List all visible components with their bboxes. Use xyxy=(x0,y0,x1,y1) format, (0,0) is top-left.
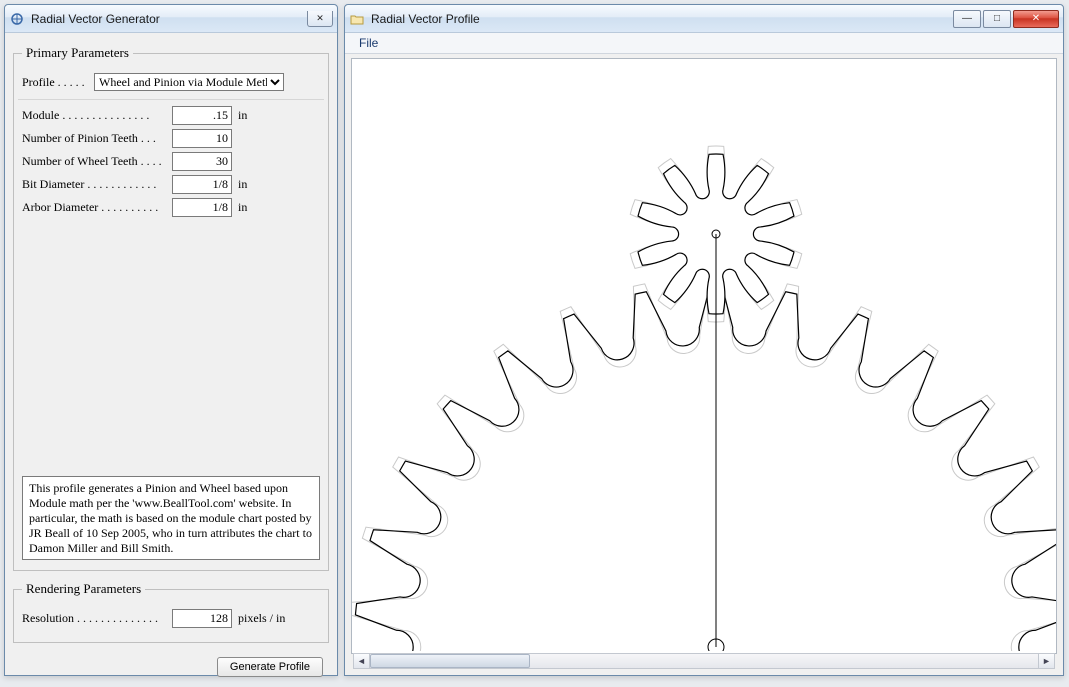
rendering-parameters-legend: Rendering Parameters xyxy=(22,581,145,597)
resolution-input[interactable] xyxy=(172,609,232,628)
scroll-left-arrow[interactable]: ◄ xyxy=(354,654,370,668)
profile-close-button[interactable]: ✕ xyxy=(1013,10,1059,28)
primary-parameters-group: Primary Parameters Profile . . . . . Whe… xyxy=(13,45,329,571)
param-row: Module . . . . . . . . . . . . . . . in xyxy=(22,106,320,125)
generator-client: Primary Parameters Profile . . . . . Whe… xyxy=(5,33,337,687)
profile-select[interactable]: Wheel and Pinion via Module Method xyxy=(94,73,284,91)
scroll-right-arrow[interactable]: ► xyxy=(1038,654,1054,668)
param-input[interactable] xyxy=(172,152,232,171)
param-label: Arbor Diameter . . . . . . . . . . xyxy=(22,200,172,215)
param-row: Arbor Diameter . . . . . . . . . . in xyxy=(22,198,320,217)
profile-minimize-button[interactable]: — xyxy=(953,10,981,28)
resolution-unit: pixels / in xyxy=(238,611,298,626)
generator-title: Radial Vector Generator xyxy=(31,12,307,26)
app-icon xyxy=(9,11,25,27)
param-label: Module . . . . . . . . . . . . . . . xyxy=(22,108,172,123)
gear-drawing xyxy=(352,59,1057,651)
horizontal-scrollbar[interactable]: ◄ ► xyxy=(353,653,1055,669)
param-label: Number of Wheel Teeth . . . . xyxy=(22,154,172,169)
param-label: Bit Diameter . . . . . . . . . . . . xyxy=(22,177,172,192)
resolution-row: Resolution . . . . . . . . . . . . . . p… xyxy=(22,609,320,628)
generator-close-button[interactable]: ✕ xyxy=(307,11,333,27)
param-unit: in xyxy=(238,108,282,123)
profile-title: Radial Vector Profile xyxy=(371,12,951,26)
profile-maximize-button[interactable]: □ xyxy=(983,10,1011,28)
profile-label: Profile . . . . . xyxy=(22,75,94,90)
profile-titlebar[interactable]: Radial Vector Profile — □ ✕ xyxy=(345,5,1063,33)
param-unit: in xyxy=(238,200,282,215)
generator-window: Radial Vector Generator ✕ Primary Parame… xyxy=(4,4,338,676)
rendering-parameters-group: Rendering Parameters Resolution . . . . … xyxy=(13,581,329,643)
generator-titlebar[interactable]: Radial Vector Generator ✕ xyxy=(5,5,337,33)
param-row: Bit Diameter . . . . . . . . . . . . in xyxy=(22,175,320,194)
param-label: Number of Pinion Teeth . . . xyxy=(22,131,172,146)
param-unit: in xyxy=(238,177,282,192)
profile-row: Profile . . . . . Wheel and Pinion via M… xyxy=(22,73,320,91)
description-box[interactable]: This profile generates a Pinion and Whee… xyxy=(22,476,320,560)
menu-file[interactable]: File xyxy=(353,34,384,52)
param-input[interactable] xyxy=(172,106,232,125)
scroll-thumb[interactable] xyxy=(370,654,530,668)
param-input[interactable] xyxy=(172,198,232,217)
generate-profile-button[interactable]: Generate Profile xyxy=(217,657,323,677)
primary-parameters-legend: Primary Parameters xyxy=(22,45,133,61)
profile-menubar: File xyxy=(345,33,1063,54)
profile-canvas xyxy=(351,58,1057,654)
param-row: Number of Wheel Teeth . . . . xyxy=(22,152,320,171)
param-input[interactable] xyxy=(172,129,232,148)
profile-window: Radial Vector Profile — □ ✕ File ◄ ► xyxy=(344,4,1064,676)
param-row: Number of Pinion Teeth . . . xyxy=(22,129,320,148)
resolution-label: Resolution . . . . . . . . . . . . . . xyxy=(22,611,172,626)
folder-icon xyxy=(349,11,365,27)
param-input[interactable] xyxy=(172,175,232,194)
scroll-track[interactable] xyxy=(370,654,1038,668)
